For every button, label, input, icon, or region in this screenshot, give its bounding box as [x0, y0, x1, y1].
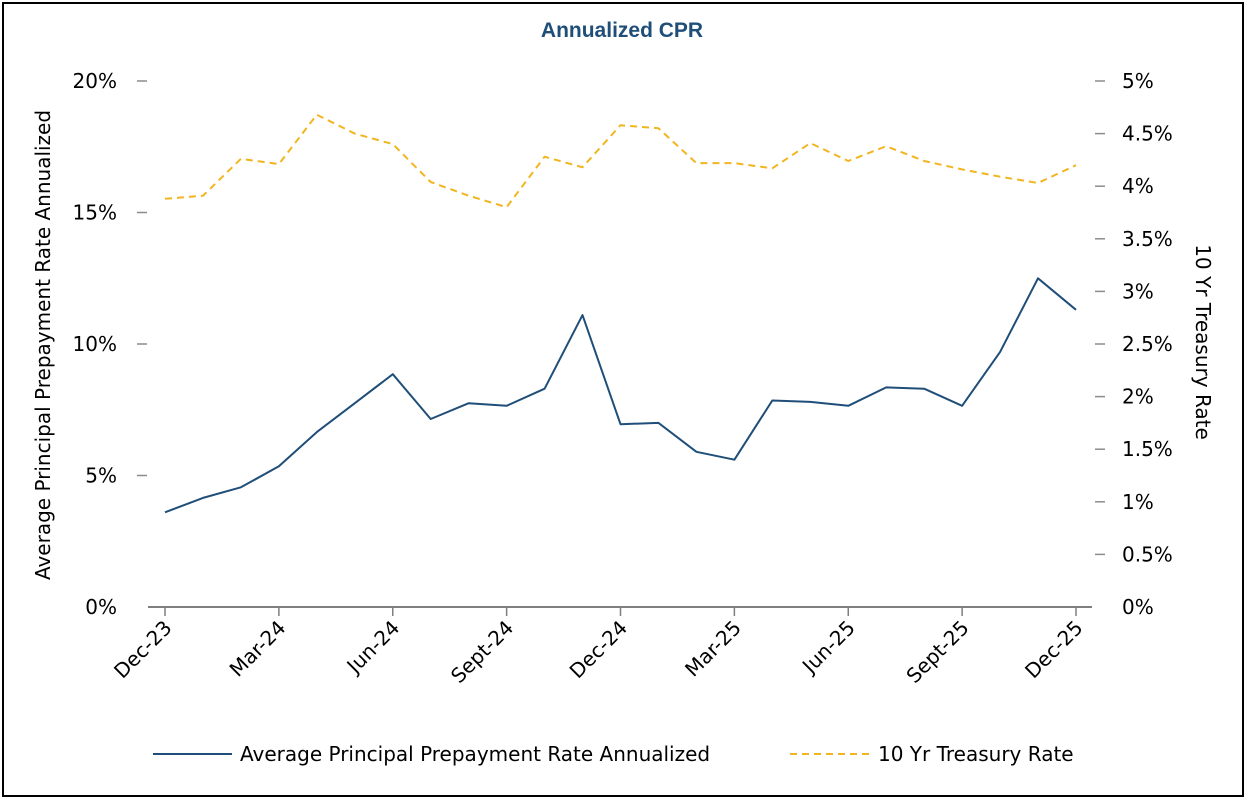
y-tick-label: 10%: [73, 332, 117, 356]
x-tick-label: Mar-25: [680, 616, 746, 682]
x-tick-label: Dec-23: [109, 616, 176, 683]
legend-label: 10 Yr Treasury Rate: [878, 742, 1074, 766]
prepayment-rate-line: [164, 277, 1077, 514]
y2-tick-label: 2%: [1122, 385, 1154, 409]
series-layer: [164, 113, 1077, 514]
legend-label: Average Principal Prepayment Rate Annual…: [240, 742, 710, 766]
y2-tick-label: 3.5%: [1122, 227, 1173, 251]
y2-axis-title: 10 Yr Treasury Rate: [1191, 244, 1215, 440]
y-axis-title: Average Principal Prepayment Rate Annual…: [31, 110, 55, 580]
y2-tick-label: 0.5%: [1122, 542, 1173, 566]
treasury-rate-line: [164, 113, 1077, 209]
x-tick-label: Jun-24: [341, 616, 405, 680]
y2-tick-label: 1.5%: [1122, 437, 1173, 461]
y-tick-label: 5%: [85, 464, 117, 488]
legend: Average Principal Prepayment Rate Annual…: [153, 742, 1074, 766]
y2-tick-label: 0%: [1122, 595, 1154, 619]
x-tick-label: Jun-25: [796, 616, 860, 680]
y2-tick-label: 4%: [1122, 174, 1154, 198]
y-tick-label: 15%: [73, 201, 117, 225]
y-tick-label: 20%: [73, 69, 117, 93]
x-tick-label: Mar-24: [225, 616, 291, 682]
y2-tick-label: 1%: [1122, 490, 1154, 514]
y2-tick-label: 4.5%: [1122, 122, 1173, 146]
y2-tick-label: 3%: [1122, 279, 1154, 303]
x-tick-label: Dec-24: [565, 616, 632, 683]
x-tick-label: Sept-25: [901, 616, 973, 688]
y2-tick-label: 2.5%: [1122, 332, 1173, 356]
x-tick-label: Sept-24: [446, 616, 518, 688]
y2-tick-label: 5%: [1122, 69, 1154, 93]
y-tick-label: 0%: [85, 595, 117, 619]
chart-title: Annualized CPR: [541, 19, 703, 42]
x-tick-label: Dec-25: [1020, 616, 1087, 683]
